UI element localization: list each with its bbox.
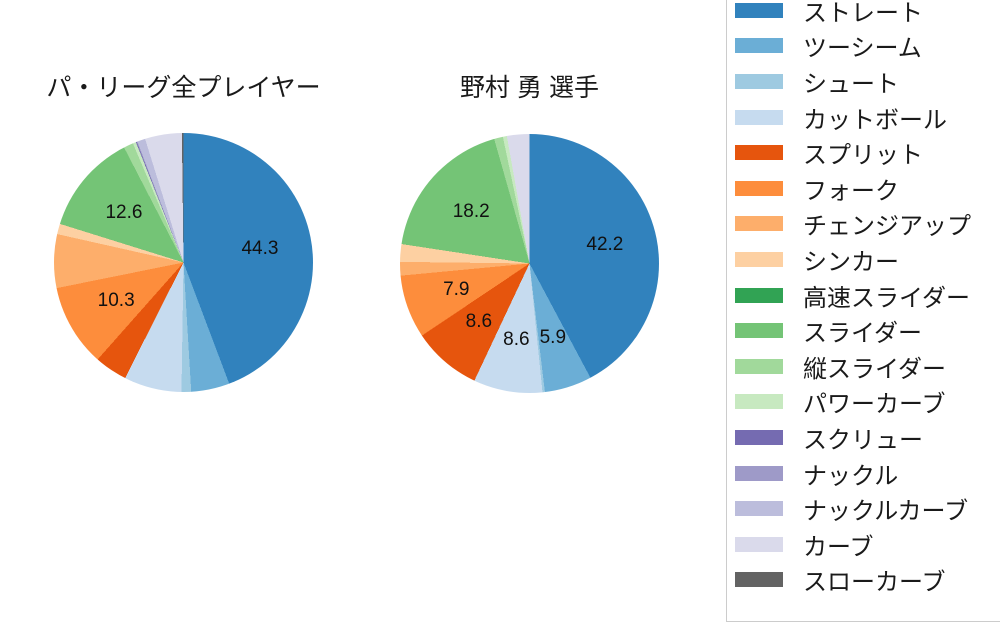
legend-color-swatch xyxy=(735,252,783,267)
legend-color-swatch xyxy=(735,323,783,339)
legend-item: カットボール xyxy=(735,102,947,134)
legend-item: 高速スライダー xyxy=(735,280,971,312)
pie-percent-label: 44.3 xyxy=(241,237,279,259)
legend-item: スプリット xyxy=(735,138,923,170)
pie-percent-label: 12.6 xyxy=(105,201,143,223)
legend-color-swatch xyxy=(735,74,783,89)
legend-item: フォーク xyxy=(735,173,899,205)
legend-item-label: 高速スライダー xyxy=(803,284,971,312)
pie-percent-label: 7.9 xyxy=(443,278,470,300)
legend-item-label: 縦スライダー xyxy=(803,355,947,383)
legend-item-label: ナックルカーブ xyxy=(803,498,969,526)
legend-color-swatch xyxy=(735,358,783,374)
pie-percent-label: 8.6 xyxy=(503,329,530,351)
pie-percent-label: 8.6 xyxy=(465,311,493,333)
legend-color-swatch xyxy=(735,145,783,161)
legend-color-swatch xyxy=(735,430,783,445)
legend-item-label: ツーシーム xyxy=(803,35,922,63)
legend-item-label: カットボール xyxy=(803,106,947,134)
legend-item: スローカーブ xyxy=(735,565,946,597)
legend-color-swatch xyxy=(735,2,783,18)
pie-percent-label: 5.9 xyxy=(539,326,567,348)
legend-item: ツーシーム xyxy=(735,31,922,63)
legend-color-swatch xyxy=(735,216,783,232)
legend-item: カーブ xyxy=(735,529,874,561)
legend-item: スクリュー xyxy=(735,423,923,454)
pie-chart-player xyxy=(400,134,659,393)
legend-item-label: パワーカーブ xyxy=(803,391,946,419)
legend-item-label: フォーク xyxy=(803,177,899,205)
legend-item: ストレート xyxy=(735,0,923,27)
legend-item: ナックル xyxy=(735,458,899,490)
legend-color-swatch xyxy=(735,38,783,54)
legend-item-label: カーブ xyxy=(803,533,874,561)
legend-color-swatch xyxy=(735,465,783,481)
legend-item: パワーカーブ xyxy=(735,387,946,419)
legend-color-swatch xyxy=(735,501,783,517)
legend-item: ナックルカーブ xyxy=(735,494,969,526)
legend-item-label: チェンジアップ xyxy=(803,213,971,241)
legend-color-swatch xyxy=(735,287,783,303)
legend-item: チェンジアップ xyxy=(735,209,971,241)
pie-percent-label: 18.2 xyxy=(452,201,490,223)
legend-color-swatch xyxy=(735,572,783,588)
pie-title-league: パ・リーグ全プレイヤー xyxy=(46,74,321,102)
pie-percent-label: 42.2 xyxy=(586,233,624,255)
legend-item: シンカー xyxy=(735,245,899,276)
legend-item-label: ストレート xyxy=(803,0,923,27)
pie-percent-label: 10.3 xyxy=(97,290,135,312)
legend-item-label: スローカーブ xyxy=(803,569,946,597)
legend-item-label: ナックル xyxy=(803,462,899,490)
legend-color-swatch xyxy=(735,109,783,125)
legend-color-swatch xyxy=(735,394,783,410)
legend-item: スライダー xyxy=(735,316,923,348)
pie-title-player: 野村 勇 選手 xyxy=(460,74,599,102)
legend-color-swatch xyxy=(735,180,783,196)
pie-chart-league xyxy=(54,133,313,392)
legend-item-label: シンカー xyxy=(803,249,899,276)
legend-box: ストレートツーシームシュートカットボール スプリットフォークチェンジアップ シンカー… xyxy=(726,0,1000,622)
figure-canvas: パ・リーグ全プレイヤー 野村 勇 選手 ストレートツーシームシュートカットボール… xyxy=(46,0,1000,622)
legend-item-label: スプリット xyxy=(803,142,923,170)
legend-item: シュート xyxy=(735,67,899,98)
legend-item-label: スクリュー xyxy=(803,427,923,454)
legend-item-label: シュート xyxy=(803,71,899,98)
legend-item-label: スライダー xyxy=(803,320,923,348)
legend-color-swatch xyxy=(735,536,783,552)
legend-item: 縦スライダー xyxy=(735,351,947,383)
